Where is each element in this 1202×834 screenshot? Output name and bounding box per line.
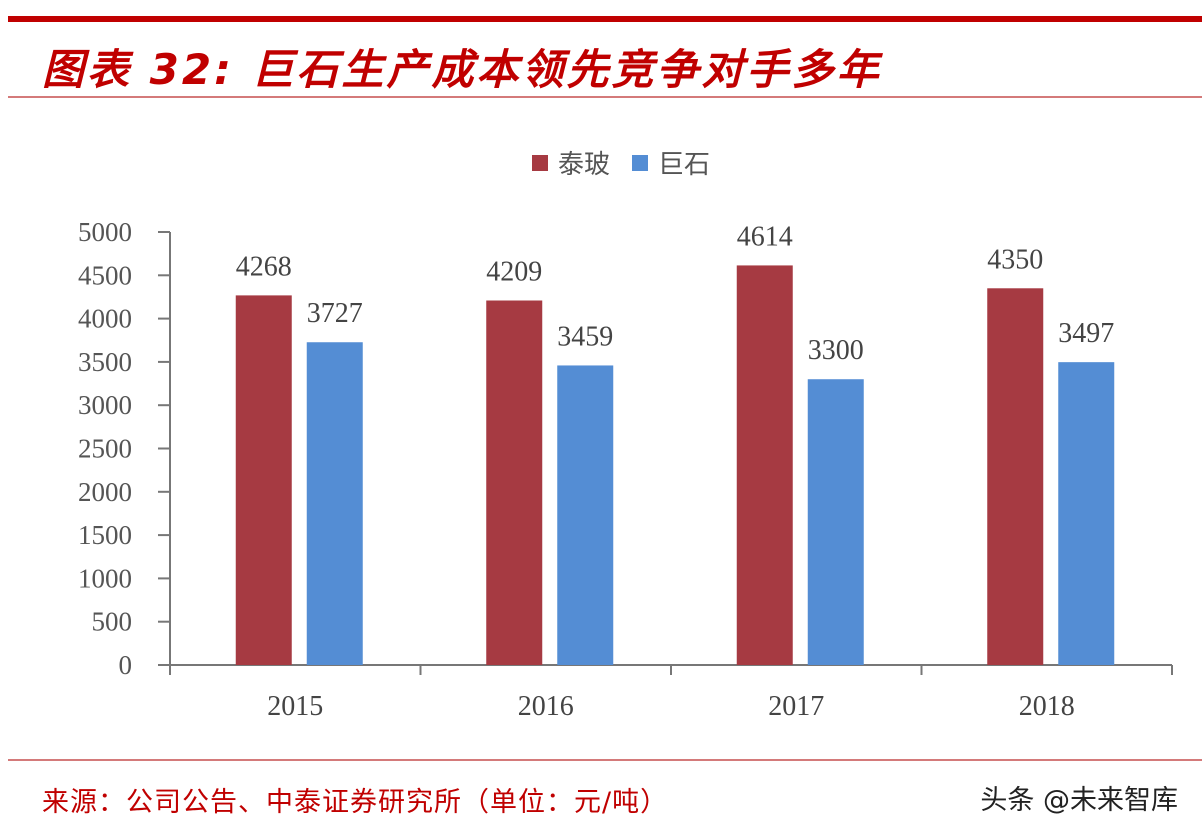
- data-label: 3727: [307, 298, 363, 329]
- legend-swatch-jushi: [632, 154, 648, 171]
- bar-taibo-2016: [486, 300, 543, 665]
- y-tick-label: 3500: [78, 347, 132, 377]
- y-tick-label: 4500: [78, 260, 132, 290]
- x-tick-label: 2016: [518, 691, 574, 722]
- y-tick-label: 2000: [78, 477, 132, 507]
- legend-item-taibo: 泰玻: [531, 144, 610, 181]
- data-label: 4209: [486, 257, 542, 288]
- data-label: 3459: [557, 321, 613, 352]
- source-note: 来源：公司公告、中泰证券研究所（单位：元/吨）: [42, 787, 669, 818]
- y-tick-label: 0: [119, 650, 133, 680]
- bar-taibo-2018: [987, 288, 1044, 665]
- title-divider: [8, 96, 1202, 98]
- y-tick-label: 5000: [78, 217, 132, 247]
- y-tick-label: 500: [92, 607, 133, 637]
- x-tick-label: 2018: [1019, 691, 1075, 722]
- data-label: 4268: [236, 251, 292, 282]
- data-label: 4614: [737, 221, 793, 252]
- legend-label-taibo: 泰玻: [557, 150, 610, 180]
- x-tick-label: 2017: [768, 691, 824, 722]
- y-tick-label: 4000: [78, 304, 132, 334]
- data-label: 3300: [808, 335, 864, 366]
- legend-label-jushi: 巨石: [658, 150, 711, 180]
- y-tick-label: 2500: [78, 434, 132, 464]
- watermark: 头条 @未来智库: [980, 785, 1178, 816]
- page-title: 图表 32: 巨石生产成本领先竞争对手多年: [42, 45, 882, 94]
- footer-divider: [8, 759, 1202, 761]
- bar-jushi-2018: [1058, 362, 1115, 665]
- legend-swatch-taibo: [531, 154, 548, 171]
- bar-taibo-2017: [736, 265, 793, 665]
- y-tick-label: 1500: [78, 520, 132, 550]
- chart-legend: 泰玻 巨石: [0, 144, 1202, 181]
- top-rule: [8, 16, 1202, 22]
- bar-jushi-2017: [807, 379, 864, 665]
- y-tick-label: 1000: [78, 563, 132, 593]
- bar-taibo-2015: [235, 295, 292, 665]
- x-tick-label: 2015: [267, 691, 323, 722]
- bar-jushi-2016: [557, 365, 614, 665]
- data-label: 4350: [987, 244, 1043, 275]
- legend-item-jushi: 巨石: [632, 144, 710, 181]
- bar-jushi-2015: [306, 342, 363, 665]
- y-tick-label: 3000: [78, 390, 132, 420]
- data-label: 3497: [1058, 318, 1114, 349]
